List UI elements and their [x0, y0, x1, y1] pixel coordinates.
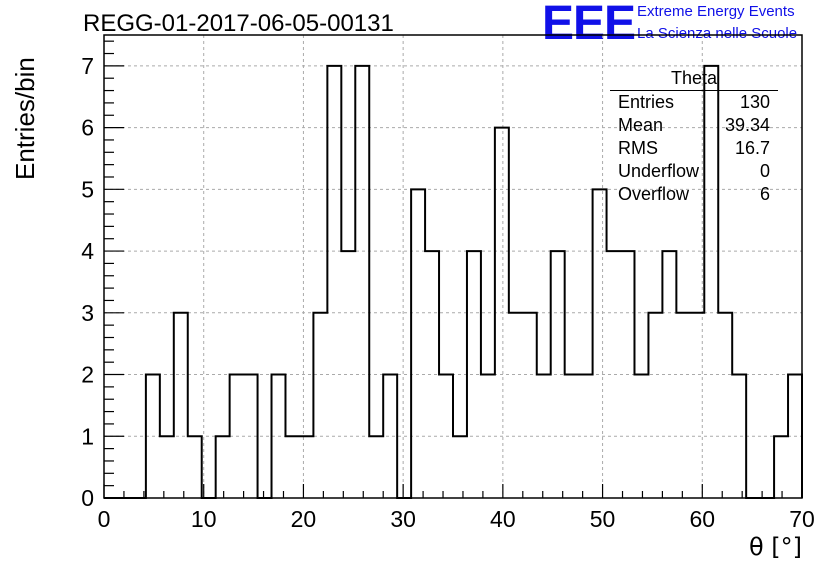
histogram-bin: [327, 66, 341, 498]
x-axis-label: θ [°]: [748, 533, 802, 561]
stats-row-overflow: Overflow 6: [610, 183, 778, 206]
stats-value: 6: [759, 184, 770, 204]
histogram-bin: [718, 313, 732, 498]
histogram-bin: [523, 313, 537, 498]
y-tick-label: 7: [81, 53, 94, 79]
x-tick-label: 10: [191, 506, 217, 532]
histogram-bin: [313, 313, 327, 498]
stats-value: 39.34: [724, 115, 770, 135]
y-tick-label: 5: [81, 176, 94, 202]
y-tick-label: 3: [81, 300, 94, 326]
histogram-bin: [774, 436, 788, 498]
histogram-bin: [299, 436, 313, 498]
eee-logo: EEE: [542, 0, 636, 50]
stats-label: Entries: [618, 92, 675, 112]
chart-title: REGG-01-2017-06-05-00131: [83, 10, 394, 37]
stats-row-underflow: Underflow 0: [610, 160, 778, 183]
y-tick-label: 2: [81, 362, 94, 388]
histogram-bin: [593, 189, 607, 498]
stats-label: RMS: [618, 138, 658, 158]
histogram-bin: [690, 313, 704, 498]
stats-value: 130: [739, 92, 770, 112]
x-tick-label: 70: [789, 506, 815, 532]
histogram-bin: [355, 66, 369, 498]
y-tick-label: 1: [81, 423, 94, 449]
histogram-bin: [369, 436, 383, 498]
stats-label: Mean: [618, 115, 664, 135]
x-tick-label: 50: [590, 506, 616, 532]
stats-box: Theta Entries 130 Mean 39.34 RMS 16.7 Under…: [610, 68, 778, 206]
stats-label: Underflow: [618, 161, 700, 181]
stats-label: Overflow: [618, 184, 690, 204]
y-tick-label: 4: [81, 238, 94, 264]
histogram-bin: [216, 436, 230, 498]
histogram-bin: [411, 189, 425, 498]
logo-line-2: La Scienza nelle Scuole: [637, 25, 798, 42]
histogram-outline: [104, 64, 803, 499]
x-tick-label: 0: [98, 506, 111, 532]
histogram-bin: [174, 313, 188, 498]
histogram-bin: [188, 436, 202, 498]
x-tick-label: 60: [689, 506, 715, 532]
y-tick-label: 0: [81, 485, 94, 511]
histogram-bin: [509, 313, 523, 498]
stats-row-entries: Entries 130: [610, 91, 778, 114]
stats-value: 0: [759, 161, 770, 181]
histogram-bin: [648, 313, 662, 498]
plot-frame: [103, 34, 803, 499]
x-tick-label: 30: [390, 506, 416, 532]
histogram-bin: [341, 251, 355, 498]
stats-row-mean: Mean 39.34: [610, 114, 778, 137]
x-tick-label: 20: [291, 506, 317, 532]
stats-row-rms: RMS 16.7: [610, 137, 778, 160]
x-tick-label: 40: [490, 506, 516, 532]
stats-value: 16.7: [734, 138, 770, 158]
histogram-bin: [160, 436, 174, 498]
histogram-bin: [383, 375, 397, 498]
histogram-bin: [285, 436, 299, 498]
histogram-bin: [676, 313, 690, 498]
logo-line-1: Extreme Energy Events: [637, 3, 795, 20]
stats-title: Theta: [610, 68, 778, 91]
histogram-bin: [453, 436, 467, 498]
y-tick-label: 6: [81, 115, 94, 141]
